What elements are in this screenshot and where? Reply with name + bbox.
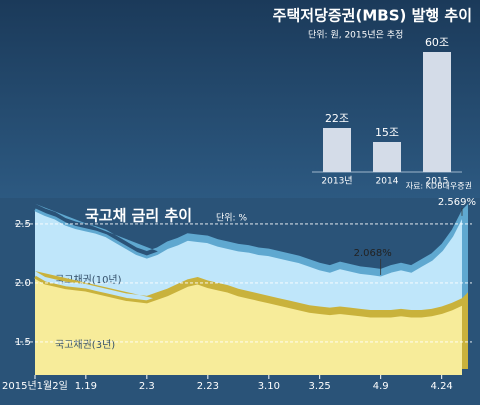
x-tick-label: 2015 (426, 177, 449, 187)
y-tick-label: 1.5 (15, 337, 31, 348)
line (34, 208, 464, 277)
x-tick-label: 2013년 (321, 176, 352, 187)
value-label: 22조 (325, 112, 349, 125)
x-tick-label: 2015년1월2일 (2, 380, 68, 392)
x-tick-label: 3.10 (258, 381, 280, 392)
area-subtitle: 단위: % (216, 213, 247, 224)
source: 자료: KDB대우증권 (406, 181, 472, 191)
x-tick-label: 3.25 (309, 381, 331, 392)
series-label: 국고채권(3년) (55, 339, 115, 351)
bar (373, 142, 401, 172)
area-title: 국고채 금리 추이 (85, 207, 192, 225)
y-tick-label: 2.0 (15, 278, 31, 289)
bar (323, 128, 351, 172)
bar (423, 52, 451, 172)
x-tick-label: 2014 (376, 177, 399, 187)
value-label: 2.068% (354, 248, 392, 259)
x-tick-label: 4.9 (373, 381, 389, 392)
value-label: 15조 (375, 126, 399, 139)
x-tick-label: 4.24 (431, 381, 453, 392)
x-tick-label: 1.19 (75, 381, 97, 392)
bar-title: 주택저당증권(MBS) 발행 추이 (273, 7, 472, 25)
value-label: 2.569% (438, 197, 476, 208)
x-tick-label: 2.3 (139, 381, 155, 392)
value-label: 60조 (425, 36, 449, 49)
line (34, 275, 463, 318)
y-tick-label: 2.5 (15, 219, 31, 230)
x-tick-label: 2.23 (197, 381, 219, 392)
bar-subtitle: 단위: 원, 2015년은 추정 (308, 30, 403, 41)
